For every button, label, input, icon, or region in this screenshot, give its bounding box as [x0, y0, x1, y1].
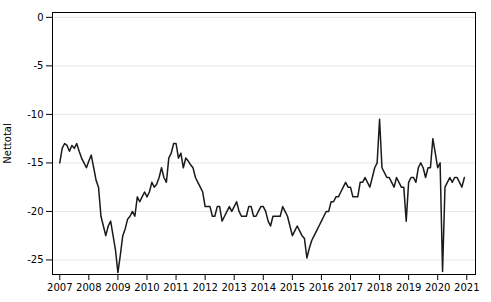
svg-text:2015: 2015 [280, 282, 305, 293]
svg-text:-10: -10 [27, 109, 43, 120]
svg-text:2007: 2007 [47, 282, 72, 293]
svg-text:2012: 2012 [192, 282, 217, 293]
svg-text:2018: 2018 [367, 282, 392, 293]
svg-text:2019: 2019 [396, 282, 421, 293]
svg-text:-25: -25 [27, 254, 43, 265]
svg-text:2016: 2016 [309, 282, 334, 293]
svg-text:-5: -5 [34, 60, 44, 71]
svg-text:2009: 2009 [105, 282, 130, 293]
svg-text:2013: 2013 [221, 282, 246, 293]
svg-text:-15: -15 [27, 157, 43, 168]
svg-text:2020: 2020 [425, 282, 450, 293]
svg-text:-20: -20 [27, 206, 43, 217]
svg-text:2021: 2021 [454, 282, 479, 293]
svg-text:2010: 2010 [134, 282, 159, 293]
svg-text:Nettotal: Nettotal [2, 123, 13, 163]
svg-text:0: 0 [37, 12, 43, 23]
svg-text:2008: 2008 [76, 282, 101, 293]
svg-text:2011: 2011 [163, 282, 188, 293]
svg-text:2014: 2014 [251, 282, 276, 293]
svg-text:2017: 2017 [338, 282, 363, 293]
